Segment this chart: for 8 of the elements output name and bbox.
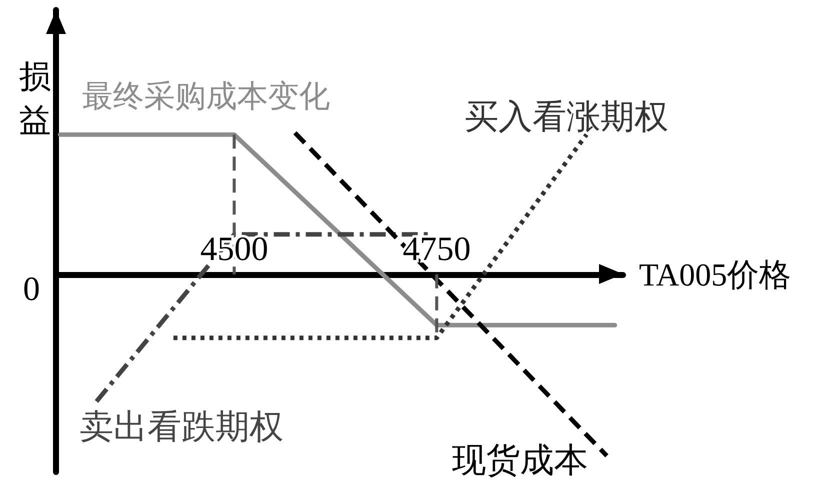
x-tick-label: 4750 <box>402 230 471 268</box>
series-label: 卖出看跌期权 <box>80 408 284 446</box>
x-axis-title: TA005价格 <box>639 256 792 292</box>
series-label: 最终采购成本变化 <box>82 78 330 114</box>
series-label: 现货成本 <box>452 442 588 480</box>
text: 0 <box>23 270 40 308</box>
series-label: 买入看涨期权 <box>464 99 669 136</box>
y-axis-title: 损益 <box>19 58 51 138</box>
